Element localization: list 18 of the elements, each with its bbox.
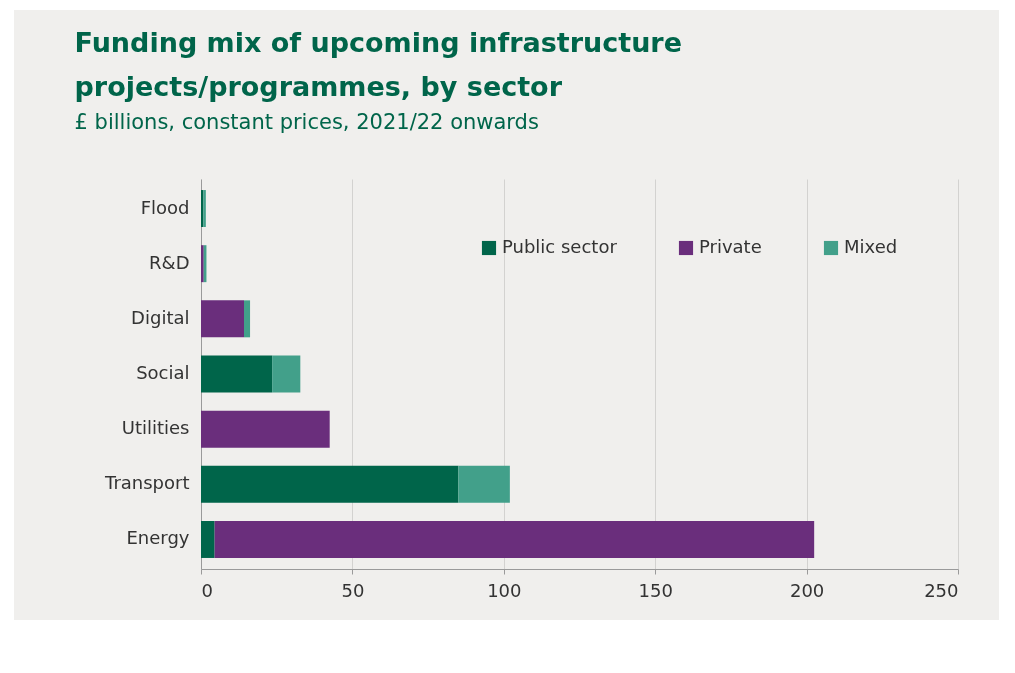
x-tick-label: 250 bbox=[924, 579, 959, 601]
chart-title: Funding mix of upcoming infrastructure projects/programmes, by sector bbox=[74, 27, 682, 102]
y-tick-label: Utilities bbox=[121, 417, 190, 439]
y-tick-label: Digital bbox=[131, 306, 190, 328]
x-tick-label: 100 bbox=[487, 579, 522, 601]
x-tick-label: 200 bbox=[789, 579, 825, 601]
y-tick-label: Flood bbox=[140, 196, 190, 218]
x-tick-label: 0 bbox=[201, 579, 213, 601]
legend-label: Private bbox=[699, 236, 762, 257]
y-tick-label: Energy bbox=[126, 527, 190, 549]
legend-label: Mixed bbox=[844, 236, 898, 257]
x-tick-label: 150 bbox=[638, 579, 673, 601]
y-tick-label: R&D bbox=[149, 251, 190, 273]
chart-subtitle: £ billions, constant prices, 2021/22 onwards bbox=[74, 110, 539, 134]
x-tick-label: 50 bbox=[341, 579, 365, 601]
y-tick-label: Social bbox=[136, 362, 190, 383]
y-tick-label: Transport bbox=[104, 472, 190, 494]
legend-label: Public sector bbox=[502, 236, 618, 257]
